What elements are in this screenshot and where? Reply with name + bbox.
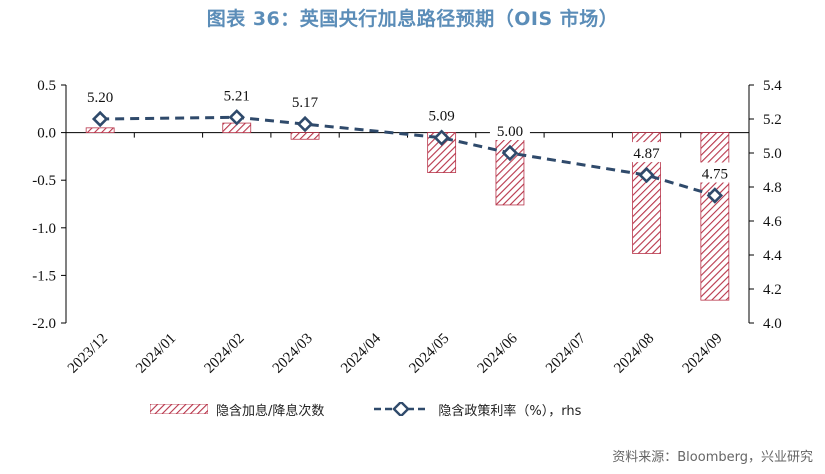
- data-label: 5.17: [292, 95, 319, 111]
- data-label-bg: [694, 162, 735, 183]
- right-y-tick-label: 4.0: [763, 316, 782, 332]
- legend-label-bars: 隐含加息/降息次数: [216, 403, 325, 419]
- data-label: 5.21: [224, 88, 250, 104]
- x-tick-label: 2024/05: [406, 331, 452, 377]
- page-title: 图表 36：英国央行加息路径预期（OIS 市场）: [206, 8, 619, 30]
- x-tick-label: 2024/01: [133, 331, 179, 377]
- right-y-tick-label: 4.6: [763, 214, 782, 230]
- right-y-tick-label: 4.8: [763, 180, 782, 196]
- right-y-tick-label: 5.2: [763, 112, 782, 128]
- data-label-bg: [216, 84, 257, 105]
- rate-marker: [228, 109, 245, 126]
- source-note: 资料来源：Bloomberg，兴业研究: [612, 450, 813, 465]
- data-label-bg: [285, 91, 326, 112]
- x-tick-label: 2023/12: [65, 331, 111, 377]
- rate-line: [100, 115, 716, 197]
- x-tick-label: 2024/03: [270, 331, 316, 377]
- data-label: 5.00: [497, 124, 523, 140]
- legend-line-swatch: [374, 402, 429, 416]
- rate-marker: [501, 144, 519, 162]
- x-tick-label: 2024/04: [338, 330, 384, 376]
- rate-marker: [296, 115, 314, 133]
- bar: [495, 132, 525, 206]
- rate-marker: [433, 129, 450, 146]
- data-label: 4.87: [633, 146, 660, 162]
- data-label-bg: [80, 86, 121, 106]
- rate-marker: [638, 166, 655, 184]
- x-tick-label: 2024/08: [611, 331, 657, 377]
- legend-item-bars: 隐含加息/降息次数: [150, 400, 324, 419]
- bar: [85, 127, 115, 133]
- left-y-tick-label: 0.5: [37, 78, 56, 94]
- data-label: 5.20: [87, 90, 113, 106]
- right-y-tick-label: 5.4: [763, 78, 782, 94]
- data-label: 4.75: [702, 167, 728, 183]
- left-y-tick-label: -1.5: [32, 268, 56, 284]
- legend-label-line: 隐含政策利率（%），rhs: [438, 403, 582, 419]
- data-label: 5.09: [429, 109, 455, 125]
- left-y-tick-label: -0.5: [32, 173, 56, 189]
- left-y-tick-label: -1.0: [32, 221, 56, 237]
- legend-item-line: 隐含政策利率（%），rhs: [372, 400, 581, 419]
- x-tick-label: 2024/09: [680, 331, 726, 377]
- data-label-bg: [421, 104, 462, 125]
- left-y-tick-label: -2.0: [32, 316, 56, 332]
- bar: [290, 132, 320, 140]
- x-tick-label: 2024/02: [201, 331, 247, 377]
- right-y-tick-label: 4.4: [763, 248, 782, 264]
- legend-hatch-swatch: [150, 404, 208, 414]
- left-y-tick-label: 0.0: [37, 126, 56, 142]
- right-y-tick-label: 5.0: [763, 146, 782, 162]
- rate-marker: [706, 187, 724, 204]
- x-tick-label: 2024/06: [475, 330, 521, 376]
- right-y-tick-label: 4.2: [763, 282, 782, 298]
- bar: [700, 132, 730, 301]
- legend: 隐含加息/降息次数 隐含政策利率（%），rhs: [150, 398, 629, 420]
- data-label-bg: [626, 142, 667, 163]
- data-label-bg: [489, 120, 530, 140]
- x-tick-label: 2024/07: [543, 330, 589, 376]
- rate-marker: [91, 110, 109, 128]
